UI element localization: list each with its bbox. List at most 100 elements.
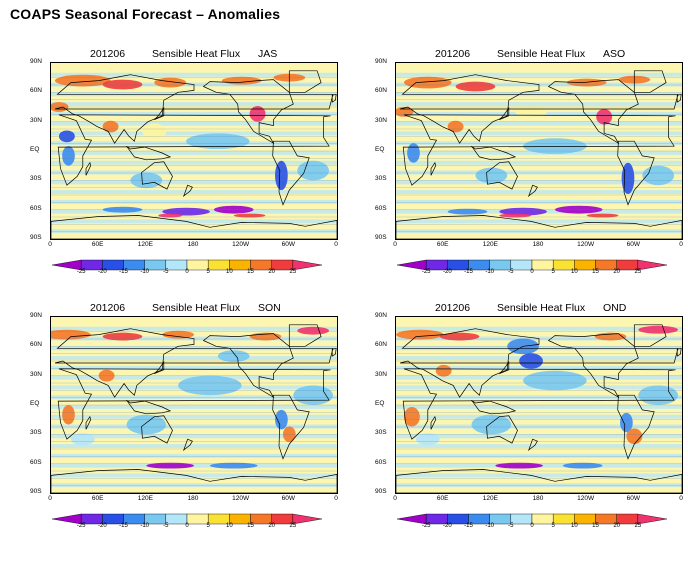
anomaly-patch [70, 433, 95, 446]
colorbar-level-label: 20 [268, 523, 275, 529]
colorbar-swatch [165, 259, 188, 271]
coastline [527, 438, 538, 452]
colorbar-swatch [186, 513, 209, 525]
lat-tick-label: 90S [30, 488, 42, 495]
zonal-band [396, 414, 682, 419]
colorbar-level-label: 20 [268, 269, 275, 275]
coastline [676, 347, 682, 357]
lat-tick-label: 90N [375, 312, 387, 319]
lon-tick-label: 180 [532, 241, 544, 248]
zonal-band [51, 414, 337, 419]
coastline [633, 70, 667, 93]
coastline [202, 79, 294, 145]
lat-tick-label: 90S [30, 234, 42, 241]
panel-variable: Sensible Heat Flux [497, 302, 586, 314]
zonal-band [51, 170, 337, 175]
zonal-band [51, 405, 337, 409]
anomaly-patch [499, 213, 532, 218]
coastline [676, 93, 682, 103]
anomaly-patch [475, 167, 508, 184]
anomaly-patch [293, 385, 334, 405]
colorbar-level-label: 5 [206, 523, 210, 529]
coastline [54, 328, 334, 398]
map-panel-jas: 201206 Sensible Heat Flux JAS 90N 60N 30N E… [30, 48, 370, 308]
colorbar-svg [51, 513, 323, 525]
anomaly-patch [439, 332, 480, 341]
anomaly-map [50, 316, 338, 494]
anomaly-patch [249, 106, 266, 122]
zonal-band [51, 72, 337, 77]
lon-tick-label: 0 [48, 241, 52, 248]
zonal-band [51, 434, 337, 439]
coastline [486, 161, 518, 190]
coastline [617, 394, 655, 460]
lat-tick-label: 90S [375, 488, 387, 495]
colorbar-level-label: 25 [289, 523, 297, 529]
map-canvas [51, 70, 337, 239]
coastline [499, 106, 510, 121]
colorbar-level-label: 25 [634, 523, 642, 529]
coastline [272, 140, 310, 206]
lon-tick-label: 60W [626, 495, 641, 502]
colorbar-level-label: -15 [119, 269, 128, 275]
anomaly-patch [297, 160, 330, 181]
lat-tick-label: 60S [30, 458, 42, 466]
anomaly-patch [415, 433, 440, 446]
coastline [471, 399, 517, 415]
zonal-band [396, 365, 682, 370]
anomaly-patch [620, 412, 633, 433]
zonal-band [51, 131, 337, 136]
anomaly-patch [233, 213, 266, 218]
coastline [396, 469, 682, 493]
anomaly-patch [62, 146, 75, 166]
colorbar-level-label: 15 [592, 269, 599, 275]
lat-tick-label: 30N [375, 370, 387, 378]
lon-tick-label: 0 [679, 241, 683, 248]
zonal-band [51, 219, 337, 224]
lat-tick-label: 30S [375, 429, 387, 437]
colorbar-level-label: 20 [613, 523, 620, 529]
panel-variable: Sensible Heat Flux [497, 48, 586, 60]
lat-tick-label: EQ [375, 400, 385, 407]
coastline [499, 360, 510, 375]
colorbar-level-label: -15 [464, 523, 473, 529]
colorbar-level-label: 10 [225, 269, 233, 275]
zonal-band [396, 190, 682, 195]
panel-variable: Sensible Heat Flux [152, 302, 241, 314]
coastline [141, 161, 173, 190]
anomaly-patch [523, 138, 587, 154]
anomaly-patch [209, 462, 258, 469]
zonal-band [51, 356, 337, 361]
lon-tick-label: 60E [91, 495, 104, 502]
colorbar-swatch [531, 513, 554, 525]
anomaly-patch [515, 106, 547, 118]
zonal-band [396, 405, 682, 409]
colorbar-level-label: -5 [508, 269, 514, 275]
lat-tick-label: 30N [30, 116, 42, 124]
zonal-band [396, 453, 682, 458]
panel-season: JAS [258, 48, 278, 60]
lat-tick-label: 30S [375, 175, 387, 183]
colorbar-level-label: 25 [289, 269, 297, 275]
zonal-band [51, 326, 337, 331]
lon-tick-label: 60E [91, 241, 104, 248]
lon-tick-label: 120W [232, 495, 250, 502]
coastline [402, 368, 676, 440]
anomaly-patch [638, 325, 679, 334]
lon-tick-label: 120E [137, 495, 153, 502]
zonal-band [51, 151, 337, 155]
anomaly-patch [403, 76, 452, 89]
colorbar-level-label: 10 [570, 269, 578, 275]
zonal-band [51, 111, 337, 116]
anomaly-patch [455, 81, 496, 92]
lat-tick-label: 60S [375, 458, 387, 466]
lat-tick-label: 30S [30, 429, 42, 437]
coastline [126, 145, 172, 161]
colorbar-level-label: 15 [247, 523, 254, 529]
map-canvas [51, 324, 337, 493]
colorbar-level-label: -10 [140, 269, 149, 275]
panel-date: 201206 [90, 302, 126, 314]
coastline [486, 415, 518, 444]
anomaly-patch [217, 350, 250, 362]
coastline [141, 415, 173, 444]
